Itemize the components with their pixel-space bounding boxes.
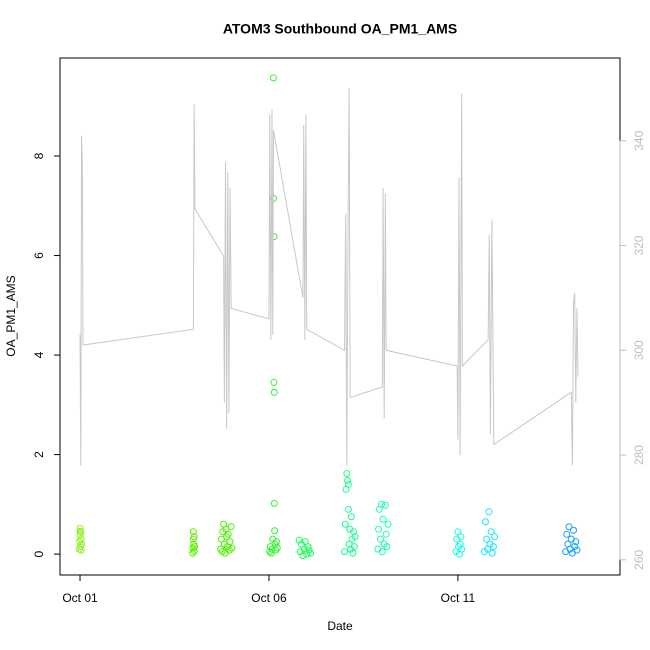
- point: [189, 549, 197, 557]
- point: [488, 549, 496, 557]
- point: [307, 549, 315, 557]
- point: [268, 545, 276, 553]
- point: [304, 543, 312, 551]
- point: [303, 550, 311, 558]
- point: [341, 548, 349, 556]
- point: [273, 544, 281, 552]
- point: [77, 535, 85, 543]
- y-tick-label: 6: [32, 252, 46, 259]
- point: [76, 527, 84, 535]
- line: [79, 88, 579, 466]
- y-tick-label: 4: [32, 351, 46, 358]
- x-axis-label: Date: [327, 619, 353, 633]
- point: [190, 547, 198, 555]
- point: [189, 544, 197, 552]
- point: [458, 545, 466, 553]
- point: [572, 538, 580, 546]
- y2-tick-label: 280: [632, 445, 646, 465]
- y-tick-label: 8: [32, 152, 46, 159]
- y2-tick-label: 340: [632, 130, 646, 150]
- point: [457, 533, 465, 541]
- point: [189, 528, 197, 536]
- point: [349, 549, 357, 557]
- y2-tick-label: 260: [632, 549, 646, 569]
- point: [227, 523, 235, 531]
- point: [343, 469, 351, 477]
- point: [190, 533, 198, 541]
- point: [487, 528, 495, 536]
- point: [481, 518, 489, 526]
- y-tick-label: 0: [32, 550, 46, 557]
- point: [76, 531, 84, 539]
- point: [381, 501, 389, 509]
- point: [226, 538, 234, 546]
- point: [270, 378, 278, 386]
- x-tick-label: Oct 11: [441, 591, 476, 605]
- y-tick-label: 2: [32, 451, 46, 458]
- point: [378, 500, 386, 508]
- point: [379, 515, 387, 523]
- point: [228, 544, 236, 552]
- point: [563, 530, 571, 538]
- point: [270, 388, 278, 396]
- point: [376, 535, 384, 543]
- point: [571, 543, 579, 551]
- y2-tick-label: 320: [632, 235, 646, 255]
- point: [573, 546, 581, 554]
- y-axis-label: OA_PM1_AMS: [4, 275, 18, 356]
- point: [273, 538, 281, 546]
- x-tick-label: Oct 01: [62, 591, 98, 605]
- point: [570, 526, 578, 534]
- point: [489, 543, 497, 551]
- point: [565, 523, 573, 531]
- point: [344, 480, 352, 488]
- point: [351, 533, 359, 541]
- point: [191, 543, 199, 551]
- point: [347, 513, 355, 521]
- point: [344, 505, 352, 513]
- point: [344, 476, 352, 484]
- y2-tick-label: 300: [632, 340, 646, 360]
- point: [456, 540, 464, 548]
- point: [76, 524, 84, 532]
- point: [382, 530, 390, 538]
- point: [350, 543, 358, 551]
- point: [299, 552, 307, 560]
- point: [384, 520, 392, 528]
- point: [341, 520, 349, 528]
- point: [383, 543, 391, 551]
- point: [350, 528, 358, 536]
- point: [77, 528, 85, 536]
- point: [270, 499, 278, 507]
- point: [375, 525, 383, 533]
- x-tick-label: Oct 06: [251, 591, 287, 605]
- point: [483, 535, 491, 543]
- point: [491, 533, 499, 541]
- chart-title: ATOM3 Southbound OA_PM1_AMS: [223, 21, 457, 37]
- point: [454, 528, 462, 536]
- point: [78, 540, 86, 548]
- point: [271, 527, 279, 535]
- point: [272, 546, 280, 554]
- point: [378, 548, 386, 556]
- point: [485, 508, 493, 516]
- point: [269, 74, 277, 82]
- point: [224, 530, 232, 538]
